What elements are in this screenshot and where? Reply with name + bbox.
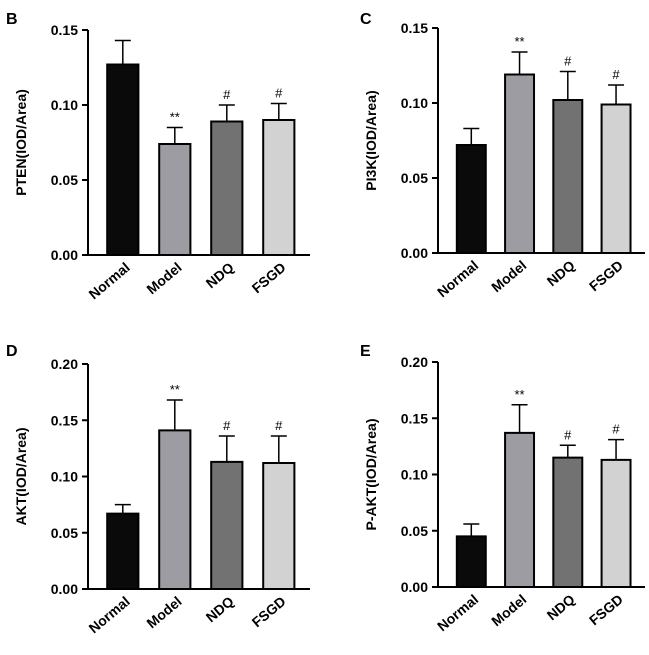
bar-fsgd: [600, 103, 632, 254]
x-tick-label: Normal: [85, 593, 132, 636]
bar-normal: [455, 144, 487, 254]
y-tick-label: 0.15: [51, 22, 78, 38]
significance-label: #: [223, 418, 231, 433]
panel-label: D: [6, 343, 18, 360]
y-tick-label: 0.15: [401, 410, 428, 426]
significance-label: #: [612, 67, 620, 82]
significance-label: #: [275, 86, 283, 101]
chart-panel-e: E 0.00 0.05 0.10 0.15 0.20 P-AKT(IOD/Area) Norm…: [360, 343, 645, 634]
y-axis-label: AKT(IOD/Area): [13, 427, 29, 525]
significance-label: #: [612, 422, 620, 437]
y-tick-label: 0.00: [51, 581, 78, 597]
bar-model: [504, 431, 536, 588]
bar-normal: [106, 512, 140, 590]
bar-ndq: [552, 456, 584, 588]
x-tick-label: Normal: [434, 591, 481, 634]
x-tick-label: FSGD: [249, 593, 289, 630]
bar-fsgd: [262, 119, 296, 256]
bar-fsgd: [262, 462, 296, 590]
bar-model: [158, 429, 192, 590]
bar-normal: [455, 535, 487, 588]
y-axis-label: PI3K(IOD/Area): [363, 90, 379, 190]
significance-label: #: [564, 54, 572, 69]
significance-label: **: [170, 110, 180, 125]
bar-ndq: [552, 99, 584, 254]
significance-label: #: [275, 418, 283, 433]
y-tick-label: 0.05: [51, 525, 78, 541]
bar-model: [158, 143, 192, 256]
y-tick-label: 0.00: [401, 245, 428, 261]
chart-panel-b: B 0.00 0.05 0.10 0.15 PTEN(IOD/Area) Normal ** M…: [6, 11, 310, 302]
significance-label: **: [514, 34, 524, 49]
significance-label: #: [564, 427, 572, 442]
significance-label: **: [170, 382, 180, 397]
y-tick-label: 0.15: [51, 412, 78, 428]
chart-panel-c: C 0.00 0.05 0.10 0.15 PI3K(IOD/Area) Normal ** M…: [360, 11, 645, 300]
y-tick-label: 0.05: [401, 170, 428, 186]
x-tick-label: NDQ: [203, 593, 237, 625]
panel-label: B: [6, 11, 18, 28]
x-tick-label: Model: [488, 257, 529, 295]
y-tick-label: 0.10: [51, 469, 78, 485]
y-tick-label: 0.20: [51, 356, 78, 372]
chart-panel-d: D 0.00 0.05 0.10 0.15 0.20 AKT(IOD/Area) Normal…: [6, 343, 310, 636]
y-tick-label: 0.05: [51, 172, 78, 188]
y-tick-label: 0.00: [401, 579, 428, 595]
x-tick-label: NDQ: [544, 591, 578, 623]
y-tick-label: 0.15: [401, 20, 428, 36]
x-tick-label: Model: [143, 259, 184, 297]
y-tick-label: 0.05: [401, 523, 428, 539]
y-tick-label: 0.10: [51, 97, 78, 113]
x-tick-label: NDQ: [203, 259, 237, 291]
y-tick-label: 0.10: [401, 95, 428, 111]
bar-fsgd: [600, 458, 632, 588]
x-tick-label: FSGD: [249, 259, 289, 296]
panel-label: E: [360, 343, 371, 360]
y-tick-label: 0.00: [51, 247, 78, 263]
x-tick-label: Normal: [434, 257, 481, 300]
x-tick-label: FSGD: [586, 257, 626, 294]
bar-ndq: [210, 460, 244, 590]
y-tick-label: 0.20: [401, 354, 428, 370]
bar-model: [504, 73, 536, 254]
x-tick-label: FSGD: [586, 591, 626, 628]
significance-label: #: [223, 87, 231, 102]
y-tick-label: 0.10: [401, 467, 428, 483]
y-axis-label: PTEN(IOD/Area): [13, 89, 29, 196]
panel-label: C: [360, 11, 372, 28]
x-tick-label: NDQ: [544, 257, 578, 289]
x-tick-label: Model: [488, 591, 529, 629]
significance-label: **: [514, 387, 524, 402]
x-tick-label: Model: [143, 593, 184, 631]
bar-ndq: [210, 120, 244, 256]
y-axis-label: P-AKT(IOD/Area): [363, 418, 379, 530]
bar-normal: [106, 63, 140, 256]
x-tick-label: Normal: [85, 259, 132, 302]
